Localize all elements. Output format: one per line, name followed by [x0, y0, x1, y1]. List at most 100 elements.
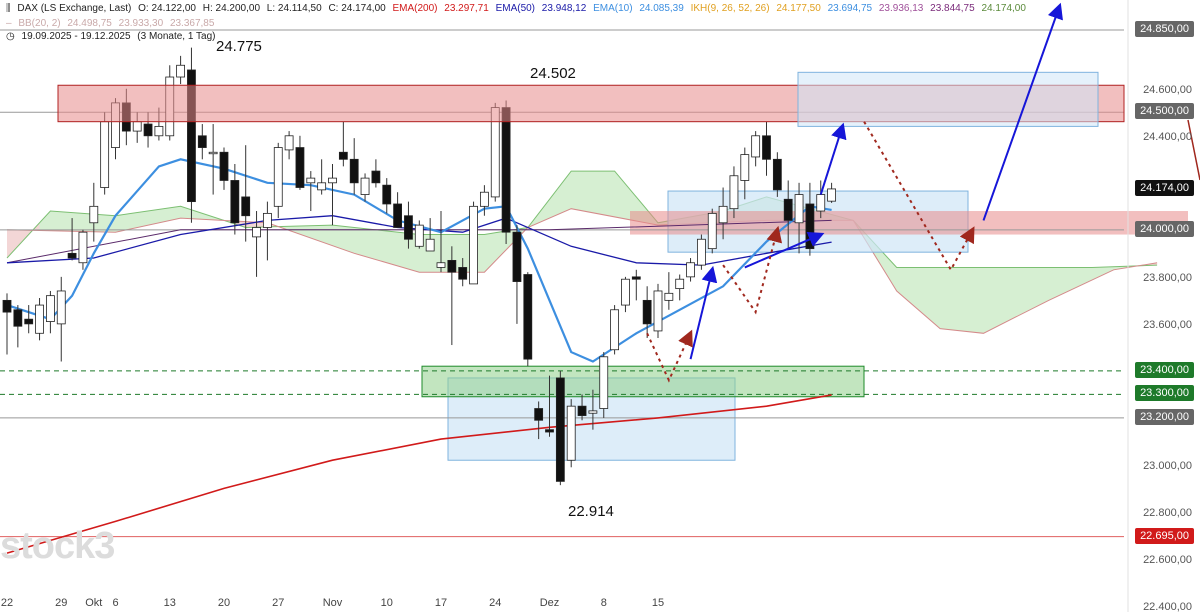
x-axis-tick: 10	[381, 597, 393, 609]
ema200-value: 23.297,71	[444, 3, 489, 14]
red-dotted-forecast-path	[646, 329, 693, 383]
bb-label[interactable]: BB(20, 2)	[18, 18, 61, 29]
candle-bearish	[783, 198, 793, 221]
blue-forecast-arrow	[819, 122, 847, 195]
candle-bearish	[762, 135, 771, 160]
candle-bullish	[751, 135, 761, 158]
ema200-label[interactable]: EMA(200)	[392, 3, 438, 14]
price-tag[interactable]: 22.695,00	[1135, 527, 1194, 544]
candle-bullish	[599, 356, 609, 409]
x-axis-tick: 15	[652, 597, 664, 609]
kumo-span-b-line	[6, 208, 1158, 334]
candle-bullish	[729, 175, 739, 210]
candle-bearish	[534, 408, 544, 421]
x-axis-tick: 13	[164, 597, 176, 609]
x-axis-tick: 8	[601, 597, 607, 609]
price-tag[interactable]: 24.174,00	[1135, 179, 1194, 196]
x-axis-tick: 24	[489, 597, 501, 609]
x-axis-tick: 27	[272, 597, 284, 609]
candle-bullish	[208, 151, 218, 155]
y-axis-tick: 23.600,00	[1143, 319, 1192, 331]
candle-bullish	[78, 231, 88, 264]
clock-icon[interactable]: ◷	[6, 31, 15, 42]
candle-bearish	[577, 405, 587, 416]
price-tag[interactable]: 24.000,00	[1135, 220, 1194, 237]
price-tag[interactable]: 23.200,00	[1135, 408, 1194, 425]
bb-line-icon: –	[6, 18, 12, 29]
y-axis-tick: 23.800,00	[1143, 272, 1192, 284]
candle-bullish	[89, 205, 99, 224]
x-axis-tick: Dez	[540, 597, 560, 609]
candle-bullish	[328, 177, 337, 184]
candle-bullish	[707, 212, 717, 250]
candle-bearish	[371, 170, 381, 184]
bb-value-3: 23.367,85	[169, 18, 215, 29]
chart-type-icon[interactable]: ⫼	[6, 3, 11, 14]
ikh-value-2: 23.694,75	[827, 3, 873, 14]
candle-bearish	[241, 196, 251, 217]
y-axis-tick: 24.600,00	[1143, 84, 1192, 96]
red-trendline	[1187, 119, 1200, 181]
period-label: (3 Monate, 1 Tag)	[137, 31, 216, 42]
ikh-value-3: 23.936,13	[878, 3, 924, 14]
ema50-label[interactable]: EMA(50)	[495, 3, 536, 14]
candle-bullish	[132, 121, 142, 132]
price-tag[interactable]: 24.500,00	[1135, 103, 1194, 120]
y-axis-tick: 22.600,00	[1143, 554, 1192, 566]
ema10-label[interactable]: EMA(10)	[593, 3, 633, 14]
ikh-value-5: 24.174,00	[981, 3, 1026, 14]
candle-bearish	[545, 429, 554, 433]
candle-bearish	[187, 69, 196, 203]
y-axis-tick: 22.800,00	[1143, 507, 1192, 519]
candle-bearish	[2, 299, 12, 313]
price-tag[interactable]: 23.400,00	[1135, 361, 1194, 378]
high-annotation: 24.775	[216, 38, 262, 55]
candle-bearish	[295, 147, 305, 188]
candle-bearish	[642, 299, 652, 325]
candle-bearish	[805, 203, 815, 250]
price-tag[interactable]: 23.300,00	[1135, 385, 1194, 402]
candle-bearish	[512, 231, 522, 282]
candle-bullish	[262, 212, 272, 228]
candle-bearish	[501, 107, 511, 233]
x-axis-tick: 6	[112, 597, 118, 609]
candle-bullish	[794, 194, 804, 224]
candle-bullish	[621, 278, 630, 306]
candle-bullish	[664, 292, 674, 301]
candle-bearish	[349, 158, 359, 184]
candle-bearish	[458, 267, 468, 280]
y-axis-tick: 23.000,00	[1143, 460, 1192, 472]
blue-forecast-arrow	[982, 2, 1063, 221]
x-axis-tick: 29	[55, 597, 67, 609]
candle-bullish	[675, 278, 685, 290]
kumo-span-a-line	[6, 170, 1158, 268]
candle-bearish	[555, 377, 565, 482]
open-value: O: 24.122,00	[138, 3, 196, 14]
chart-header: ⫼ DAX (LS Exchange, Last) O: 24.122,00 H…	[6, 3, 1030, 14]
candle-bearish	[197, 135, 207, 148]
blue-forecast-arrow	[689, 265, 718, 360]
price-tag[interactable]: 24.850,00	[1135, 21, 1194, 37]
candle-bullish	[718, 205, 728, 224]
bb-value-1: 24.498,75	[67, 18, 112, 29]
kumo-bull-area	[39, 206, 235, 233]
candle-bullish	[469, 205, 478, 285]
candle-bullish	[414, 224, 424, 247]
candle-bullish	[284, 135, 294, 151]
candle-bullish	[566, 405, 576, 461]
low-annotation: 22.914	[568, 503, 614, 520]
ikh-label[interactable]: IKH(9, 26, 52, 26)	[690, 3, 770, 14]
target-box-upper	[797, 71, 1099, 127]
high-value: H: 24.200,00	[202, 3, 260, 14]
y-axis-tick: 22.400,00	[1143, 601, 1192, 612]
date-range-row: ◷ 19.09.2025 - 19.12.2025 (3 Monate, 1 T…	[6, 31, 219, 42]
candle-bullish	[306, 177, 316, 184]
candle-bearish	[447, 259, 457, 273]
candle-bullish	[252, 227, 261, 238]
ikh-value-1: 24.177,50	[776, 3, 821, 14]
candle-bullish	[425, 238, 435, 252]
red-dotted-forecast-path	[722, 225, 783, 315]
x-axis-tick: Okt	[85, 597, 102, 609]
candle-bullish	[35, 304, 44, 334]
